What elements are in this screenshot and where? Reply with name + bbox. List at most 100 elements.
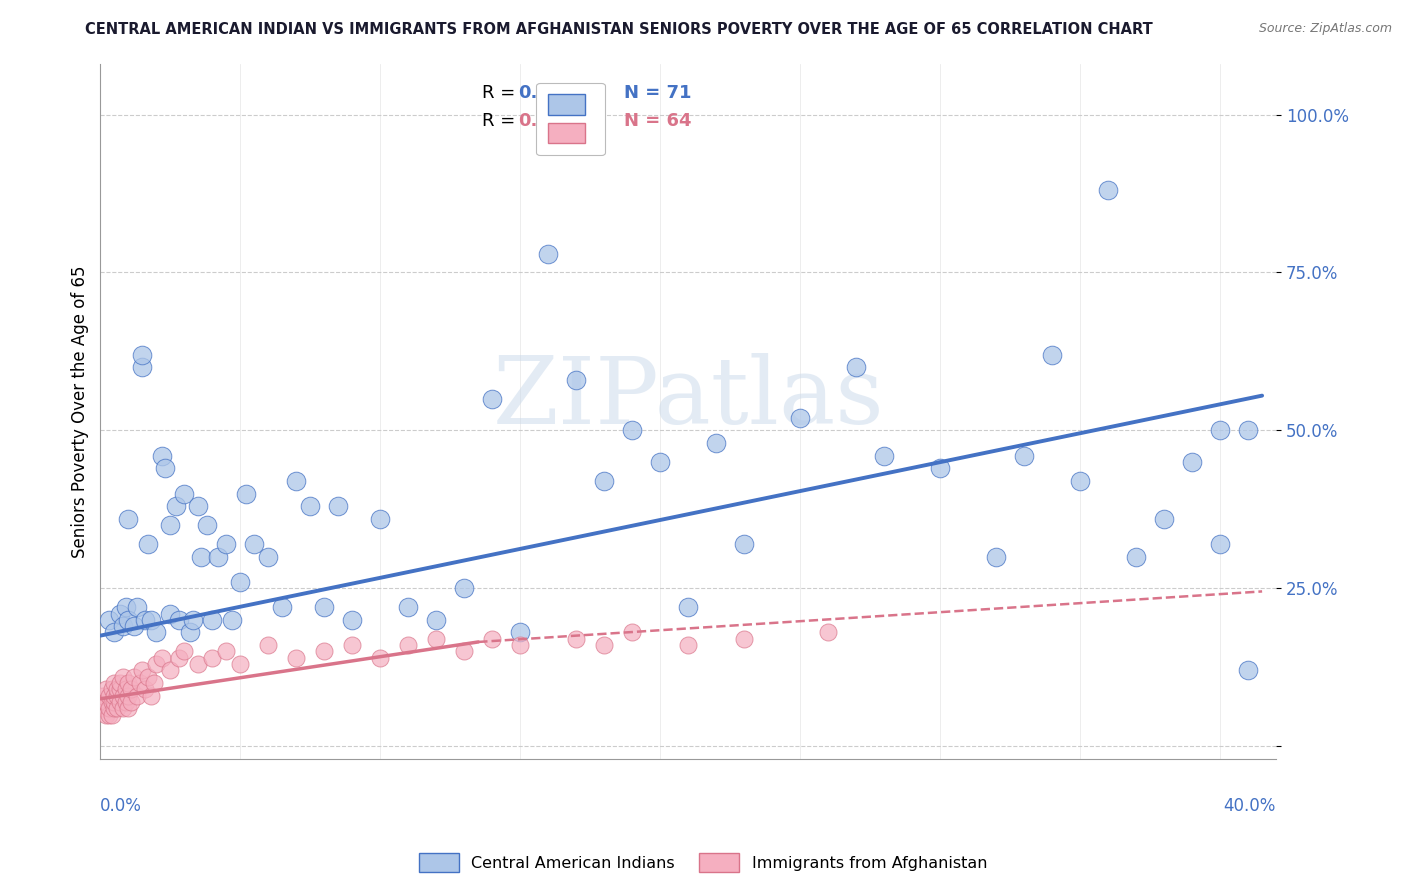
Point: [108, 607, 131, 621]
Point: [150, 449, 173, 463]
Point: [396, 638, 419, 652]
Point: [733, 632, 755, 646]
Text: 0.0%: 0.0%: [100, 797, 142, 815]
Point: [621, 423, 644, 437]
Point: [1181, 455, 1204, 469]
Point: [122, 670, 145, 684]
Text: Source: ZipAtlas.com: Source: ZipAtlas.com: [1258, 22, 1392, 36]
Point: [314, 644, 336, 658]
Point: [425, 613, 447, 627]
Point: [1237, 423, 1260, 437]
Point: [986, 549, 1008, 564]
Point: [481, 632, 503, 646]
Point: [114, 682, 136, 697]
Point: [1237, 664, 1260, 678]
Point: [1097, 183, 1119, 197]
Point: [187, 657, 209, 671]
Point: [509, 638, 531, 652]
Point: [120, 682, 142, 697]
Point: [195, 518, 218, 533]
Point: [565, 373, 588, 387]
Point: [845, 360, 868, 375]
Point: [117, 613, 139, 627]
Point: [271, 600, 294, 615]
Point: [328, 499, 350, 513]
Text: N = 71: N = 71: [623, 84, 692, 103]
Point: [108, 695, 131, 709]
Point: [342, 638, 364, 652]
Point: [117, 676, 139, 690]
Point: [100, 707, 122, 722]
Point: [97, 707, 120, 722]
Point: [136, 537, 159, 551]
Point: [159, 518, 181, 533]
Point: [621, 625, 644, 640]
Text: 40.0%: 40.0%: [1223, 797, 1277, 815]
Point: [103, 695, 125, 709]
Point: [593, 474, 616, 488]
Text: R =: R =: [482, 112, 522, 130]
Point: [368, 512, 391, 526]
Point: [142, 676, 165, 690]
Point: [789, 410, 811, 425]
Point: [215, 644, 238, 658]
Point: [145, 657, 167, 671]
Point: [114, 600, 136, 615]
Legend: Central American Indians, Immigrants from Afghanistan: Central American Indians, Immigrants fro…: [411, 845, 995, 880]
Point: [134, 682, 156, 697]
Point: [215, 537, 238, 551]
Point: [103, 625, 125, 640]
Point: [105, 682, 128, 697]
Point: [173, 486, 195, 500]
Point: [201, 650, 224, 665]
Point: [190, 549, 212, 564]
Point: [159, 664, 181, 678]
Point: [94, 682, 117, 697]
Point: [100, 695, 122, 709]
Point: [207, 549, 229, 564]
Point: [243, 537, 266, 551]
Point: [873, 449, 896, 463]
Point: [257, 549, 280, 564]
Point: [229, 574, 252, 589]
Point: [1209, 537, 1232, 551]
Point: [221, 613, 243, 627]
Point: [1012, 449, 1035, 463]
Text: ZIPatlas: ZIPatlas: [492, 352, 884, 442]
Point: [342, 613, 364, 627]
Point: [128, 676, 150, 690]
Point: [117, 512, 139, 526]
Point: [453, 581, 475, 595]
Point: [125, 689, 148, 703]
Point: [593, 638, 616, 652]
Point: [1040, 348, 1063, 362]
Point: [229, 657, 252, 671]
Point: [111, 670, 134, 684]
Point: [257, 638, 280, 652]
Point: [299, 499, 322, 513]
Point: [111, 619, 134, 633]
Point: [125, 600, 148, 615]
Point: [100, 682, 122, 697]
Point: [97, 689, 120, 703]
Point: [103, 676, 125, 690]
Point: [131, 664, 153, 678]
Point: [314, 600, 336, 615]
Point: [1125, 549, 1147, 564]
Text: N = 64: N = 64: [623, 112, 692, 130]
Point: [122, 619, 145, 633]
Point: [509, 625, 531, 640]
Point: [150, 650, 173, 665]
Point: [108, 682, 131, 697]
Point: [145, 625, 167, 640]
Point: [139, 689, 162, 703]
Point: [114, 695, 136, 709]
Point: [136, 670, 159, 684]
Point: [94, 695, 117, 709]
Point: [676, 638, 699, 652]
Point: [103, 701, 125, 715]
Point: [396, 600, 419, 615]
Point: [117, 689, 139, 703]
Point: [131, 360, 153, 375]
Point: [179, 625, 201, 640]
